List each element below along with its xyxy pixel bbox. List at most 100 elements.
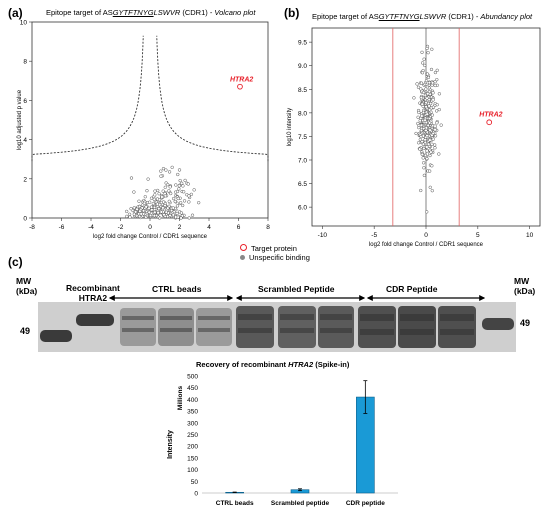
- group-arrows: [108, 295, 486, 301]
- data-point: [168, 185, 172, 189]
- data-point: [167, 170, 172, 174]
- data-point: [421, 156, 425, 160]
- data-point: [125, 214, 129, 219]
- data-point: [178, 178, 182, 183]
- lane-cdr-1: [358, 306, 396, 348]
- data-point: [416, 85, 421, 89]
- cdr-label: CDR Peptide: [386, 284, 438, 294]
- y-tick-label: 50: [191, 479, 199, 486]
- threshold-curve-right: [156, 35, 269, 162]
- htra2-annotation: HTRA2: [479, 111, 502, 118]
- data-point: [439, 123, 443, 127]
- data-point: [421, 134, 426, 138]
- data-point: [175, 211, 179, 216]
- data-point: [425, 96, 429, 100]
- data-point: [148, 200, 152, 204]
- data-point: [159, 174, 163, 178]
- data-point: [125, 209, 129, 214]
- data-point: [166, 183, 170, 187]
- data-point: [137, 204, 142, 209]
- data-point: [420, 102, 424, 106]
- volcano-frame: [31, 21, 269, 219]
- y-tick-label: 7.5: [298, 134, 307, 141]
- data-point: [150, 208, 154, 212]
- data-point: [170, 165, 174, 169]
- data-point: [419, 123, 424, 127]
- data-point: [164, 210, 168, 214]
- data-point: [430, 47, 434, 51]
- data-point: [420, 61, 425, 65]
- data-point: [135, 207, 139, 211]
- data-point: [421, 110, 426, 115]
- data-point: [422, 173, 427, 178]
- bar-chart-title: Recovery of recombinant HTRA2 (Spike-in): [196, 360, 350, 369]
- lane-ctrl-3: [196, 308, 232, 346]
- y-tick-label: 7.0: [298, 158, 307, 165]
- data-point: [151, 202, 155, 206]
- target-point-htra2: [486, 119, 493, 126]
- data-point: [171, 196, 176, 201]
- data-point: [419, 87, 423, 91]
- x-tick-label: -4: [88, 224, 94, 231]
- y-tick-label: 100: [187, 467, 198, 474]
- x-tick-label: 2: [178, 224, 182, 231]
- data-point: [425, 149, 429, 153]
- data-point: [419, 95, 423, 100]
- data-point: [429, 67, 434, 72]
- data-point: [156, 211, 160, 215]
- data-point: [176, 196, 180, 201]
- data-point: [421, 161, 426, 165]
- data-point: [181, 184, 185, 188]
- data-point: [437, 92, 442, 96]
- x-tick-label: -8: [29, 224, 35, 231]
- data-point: [430, 133, 434, 137]
- data-point: [435, 121, 439, 125]
- htra2-annotation: HTRA2: [230, 77, 253, 84]
- data-point: [430, 81, 435, 85]
- data-point: [419, 128, 424, 133]
- data-point: [424, 128, 428, 133]
- data-point: [155, 202, 160, 206]
- data-point: [142, 201, 147, 205]
- data-point: [138, 209, 142, 213]
- data-point: [148, 213, 153, 218]
- data-point: [422, 57, 426, 61]
- data-point: [175, 189, 180, 194]
- lane-ctrl-1: [120, 308, 156, 346]
- data-point: [156, 188, 160, 193]
- x-tick-label: 10: [526, 232, 534, 239]
- data-point: [415, 82, 419, 86]
- y-tick-label: 6.5: [298, 181, 307, 188]
- data-point: [431, 105, 436, 109]
- panel-label-a: (a): [8, 6, 23, 20]
- data-point: [141, 209, 146, 213]
- volcano-x-axis-label: log2 fold change Control / CDR1 sequence: [93, 234, 208, 240]
- data-point: [162, 213, 166, 217]
- y-tick-label: 250: [187, 432, 198, 439]
- y-tick-label: 500: [187, 374, 198, 381]
- data-point: [179, 211, 184, 215]
- x-tick-label: -5: [371, 232, 377, 239]
- data-point: [161, 206, 165, 210]
- data-point: [177, 184, 181, 188]
- unspecific-marker-icon: [240, 255, 245, 260]
- data-point: [427, 121, 432, 125]
- data-point: [427, 142, 431, 146]
- data-point: [167, 189, 171, 193]
- x-tick-label: 4: [207, 224, 211, 231]
- abundancy-plot: -10 -5 0 5 10 6.0 6.5 7.0 7.5 8.0 8.5 9.0 9.5 HTRA2 lo…: [287, 27, 541, 248]
- x-tick-label: -6: [59, 224, 65, 231]
- target-marker-icon: [240, 244, 247, 251]
- data-point: [163, 203, 167, 208]
- x-category-label: CTRL beads: [216, 500, 254, 507]
- bar-chart: 0 50 100 150 200 250 300 350 400 450 500 CTRL beads…: [167, 374, 398, 507]
- data-point: [420, 114, 424, 118]
- data-point: [186, 182, 190, 186]
- y-tick-label: 8: [23, 59, 27, 66]
- data-point: [419, 81, 424, 85]
- lane-cdr-2: [398, 306, 436, 348]
- x-category-label: CDR peptide: [346, 500, 385, 507]
- data-point: [426, 75, 431, 80]
- data-point: [137, 214, 142, 219]
- data-point: [157, 192, 161, 196]
